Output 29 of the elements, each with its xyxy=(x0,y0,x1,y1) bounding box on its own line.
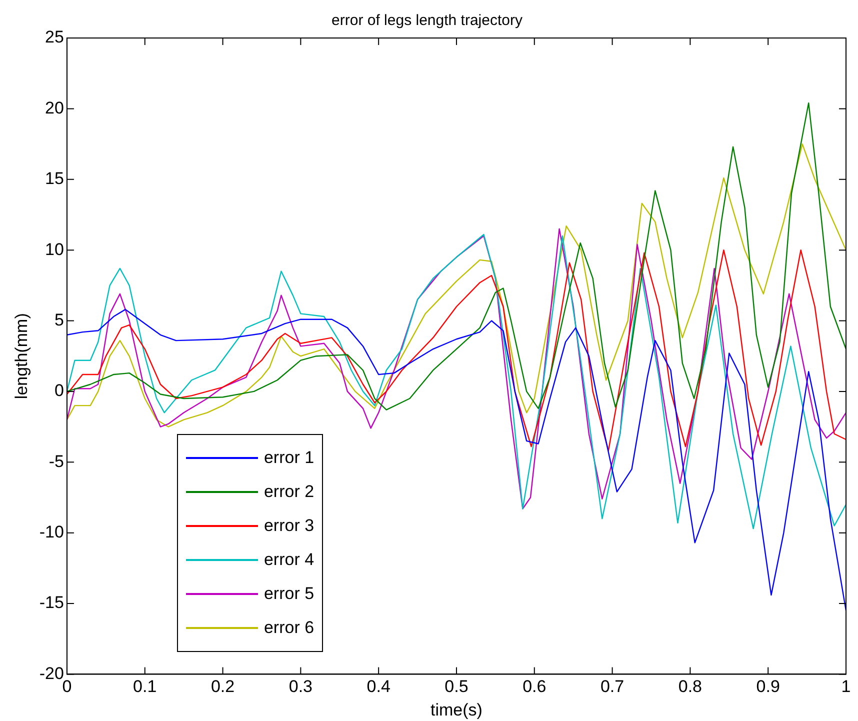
y-axis-title: length(mm) xyxy=(12,313,31,400)
x-tick-label: 0.3 xyxy=(288,677,312,696)
x-axis-title: time(s) xyxy=(430,700,482,720)
x-tick-label: 1 xyxy=(841,677,851,696)
x-tick-label: 0.9 xyxy=(756,677,780,696)
y-tick-label: -10 xyxy=(39,522,64,542)
y-tick-label: 10 xyxy=(45,240,64,259)
y-tick-label: 5 xyxy=(54,310,64,330)
x-tick-label: 0.8 xyxy=(678,677,702,696)
y-tick-label: -15 xyxy=(39,593,64,612)
legend-label: error 5 xyxy=(264,584,314,604)
y-tick-label: 25 xyxy=(45,28,64,47)
legend-label: error 1 xyxy=(264,448,314,468)
x-tick-label: 0.5 xyxy=(444,677,468,696)
x-tick-label: 0.1 xyxy=(133,677,157,696)
x-tick-label: 0.4 xyxy=(366,677,390,696)
y-tick-label: 15 xyxy=(45,169,64,188)
x-tick-label: 0.2 xyxy=(210,677,235,696)
x-tick-label: 0.7 xyxy=(600,677,624,696)
legend-label: error 6 xyxy=(264,618,314,638)
legend-label: error 2 xyxy=(264,482,314,502)
chart-title: error of legs length trajectory xyxy=(332,12,523,30)
y-tick-label: -20 xyxy=(39,664,64,683)
x-tick-label: 0.6 xyxy=(522,677,546,696)
y-tick-label: 20 xyxy=(45,98,64,118)
y-tick-label: 0 xyxy=(54,381,64,400)
legend-label: error 4 xyxy=(264,550,314,570)
y-tick-label: -5 xyxy=(48,452,64,471)
legend-label: error 3 xyxy=(264,516,314,536)
